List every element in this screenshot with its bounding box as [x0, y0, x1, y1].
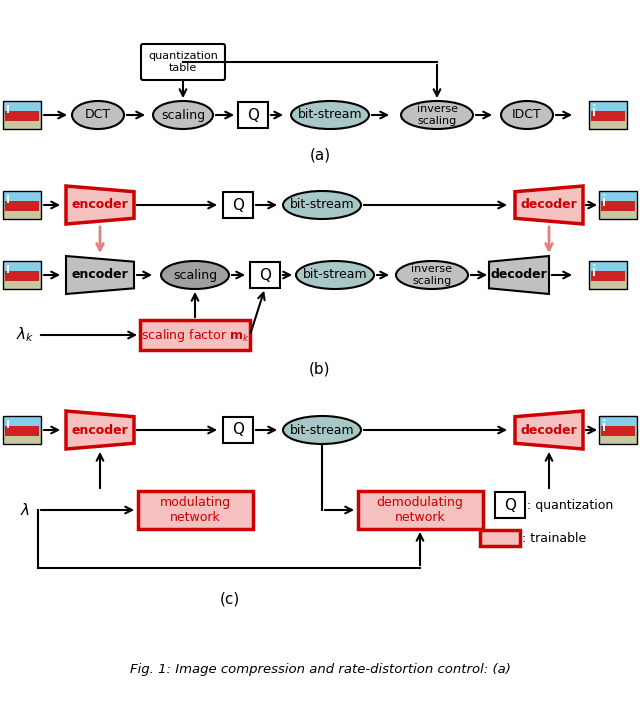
- Text: demodulating
network: demodulating network: [376, 496, 463, 524]
- Text: encoder: encoder: [72, 423, 129, 437]
- Text: (b): (b): [309, 362, 331, 377]
- Polygon shape: [66, 256, 134, 294]
- Text: scaling: scaling: [173, 268, 217, 282]
- Text: $\mathbf{I}$: $\mathbf{I}$: [5, 193, 10, 205]
- Text: Q: Q: [247, 107, 259, 123]
- FancyBboxPatch shape: [141, 44, 225, 80]
- FancyBboxPatch shape: [495, 492, 525, 518]
- FancyBboxPatch shape: [601, 426, 635, 436]
- Text: decoder: decoder: [520, 199, 577, 211]
- Text: bit-stream: bit-stream: [290, 423, 355, 437]
- Ellipse shape: [283, 191, 361, 219]
- Polygon shape: [66, 186, 134, 224]
- FancyBboxPatch shape: [3, 275, 41, 289]
- Text: $\lambda_k$: $\lambda_k$: [16, 326, 34, 345]
- Ellipse shape: [72, 101, 124, 129]
- FancyBboxPatch shape: [3, 261, 41, 275]
- Text: encoder: encoder: [72, 199, 129, 211]
- FancyBboxPatch shape: [138, 491, 253, 529]
- Text: $\hat{\mathbf{I}}$: $\hat{\mathbf{I}}$: [591, 103, 598, 119]
- Polygon shape: [66, 411, 134, 449]
- Text: $\mathbf{I}$: $\mathbf{I}$: [5, 263, 10, 275]
- Text: $\hat{\mathbf{I}}$: $\hat{\mathbf{I}}$: [601, 418, 607, 435]
- FancyBboxPatch shape: [3, 101, 41, 115]
- Text: $\lambda$: $\lambda$: [20, 502, 30, 518]
- FancyBboxPatch shape: [3, 191, 41, 205]
- FancyBboxPatch shape: [358, 491, 483, 529]
- FancyBboxPatch shape: [589, 101, 627, 115]
- Text: Q: Q: [232, 197, 244, 213]
- Ellipse shape: [501, 101, 553, 129]
- Ellipse shape: [161, 261, 229, 289]
- FancyBboxPatch shape: [599, 191, 637, 205]
- FancyBboxPatch shape: [480, 530, 520, 546]
- Ellipse shape: [291, 101, 369, 129]
- Text: inverse
scaling: inverse scaling: [417, 104, 458, 126]
- Text: : quantization: : quantization: [527, 498, 613, 512]
- FancyBboxPatch shape: [589, 275, 627, 289]
- FancyBboxPatch shape: [599, 430, 637, 444]
- Text: decoder: decoder: [491, 268, 547, 282]
- FancyBboxPatch shape: [599, 416, 637, 430]
- FancyBboxPatch shape: [599, 205, 637, 219]
- FancyBboxPatch shape: [238, 102, 268, 128]
- Text: Q: Q: [504, 498, 516, 512]
- FancyBboxPatch shape: [3, 416, 41, 430]
- Ellipse shape: [296, 261, 374, 289]
- FancyBboxPatch shape: [140, 320, 250, 350]
- FancyBboxPatch shape: [5, 271, 39, 281]
- Text: DCT: DCT: [85, 109, 111, 121]
- FancyBboxPatch shape: [223, 192, 253, 218]
- Ellipse shape: [396, 261, 468, 289]
- FancyBboxPatch shape: [223, 417, 253, 443]
- FancyBboxPatch shape: [3, 205, 41, 219]
- Text: encoder: encoder: [72, 268, 129, 282]
- FancyBboxPatch shape: [5, 111, 39, 121]
- Text: Q: Q: [232, 423, 244, 437]
- Text: bit-stream: bit-stream: [290, 199, 355, 211]
- FancyBboxPatch shape: [591, 271, 625, 281]
- Text: $\hat{\mathbf{I}}$: $\hat{\mathbf{I}}$: [591, 263, 598, 279]
- Text: $\hat{\mathbf{I}}$: $\hat{\mathbf{I}}$: [601, 193, 607, 209]
- Text: bit-stream: bit-stream: [303, 268, 367, 282]
- Text: inverse
scaling: inverse scaling: [412, 264, 452, 286]
- FancyBboxPatch shape: [3, 430, 41, 444]
- FancyBboxPatch shape: [589, 261, 627, 275]
- Ellipse shape: [153, 101, 213, 129]
- Text: Fig. 1: Image compression and rate-distortion control: (a): Fig. 1: Image compression and rate-disto…: [129, 663, 511, 677]
- Text: scaling: scaling: [161, 109, 205, 121]
- FancyBboxPatch shape: [589, 115, 627, 129]
- Text: $\mathbf{I}$: $\mathbf{I}$: [5, 418, 10, 430]
- Polygon shape: [489, 256, 549, 294]
- Text: decoder: decoder: [520, 423, 577, 437]
- Text: quantization
table: quantization table: [148, 51, 218, 73]
- Text: : trainable: : trainable: [522, 531, 586, 545]
- FancyBboxPatch shape: [5, 426, 39, 436]
- FancyBboxPatch shape: [250, 262, 280, 288]
- Text: $\hat{\mathbf{I}}$: $\hat{\mathbf{I}}$: [604, 85, 612, 103]
- Text: $\mathbf{I}$: $\mathbf{I}$: [5, 103, 10, 115]
- Text: (c): (c): [220, 592, 240, 607]
- Text: (a): (a): [309, 148, 331, 163]
- Text: scaling factor $\mathbf{m}_k$: scaling factor $\mathbf{m}_k$: [141, 326, 250, 343]
- Text: Q: Q: [259, 267, 271, 282]
- FancyBboxPatch shape: [591, 111, 625, 121]
- Text: modulating
network: modulating network: [159, 496, 230, 524]
- Ellipse shape: [283, 416, 361, 444]
- Polygon shape: [515, 411, 583, 449]
- FancyBboxPatch shape: [3, 115, 41, 129]
- Text: IDCT: IDCT: [512, 109, 542, 121]
- Text: bit-stream: bit-stream: [298, 109, 362, 121]
- FancyBboxPatch shape: [601, 201, 635, 211]
- Ellipse shape: [401, 101, 473, 129]
- FancyBboxPatch shape: [5, 201, 39, 211]
- Polygon shape: [515, 186, 583, 224]
